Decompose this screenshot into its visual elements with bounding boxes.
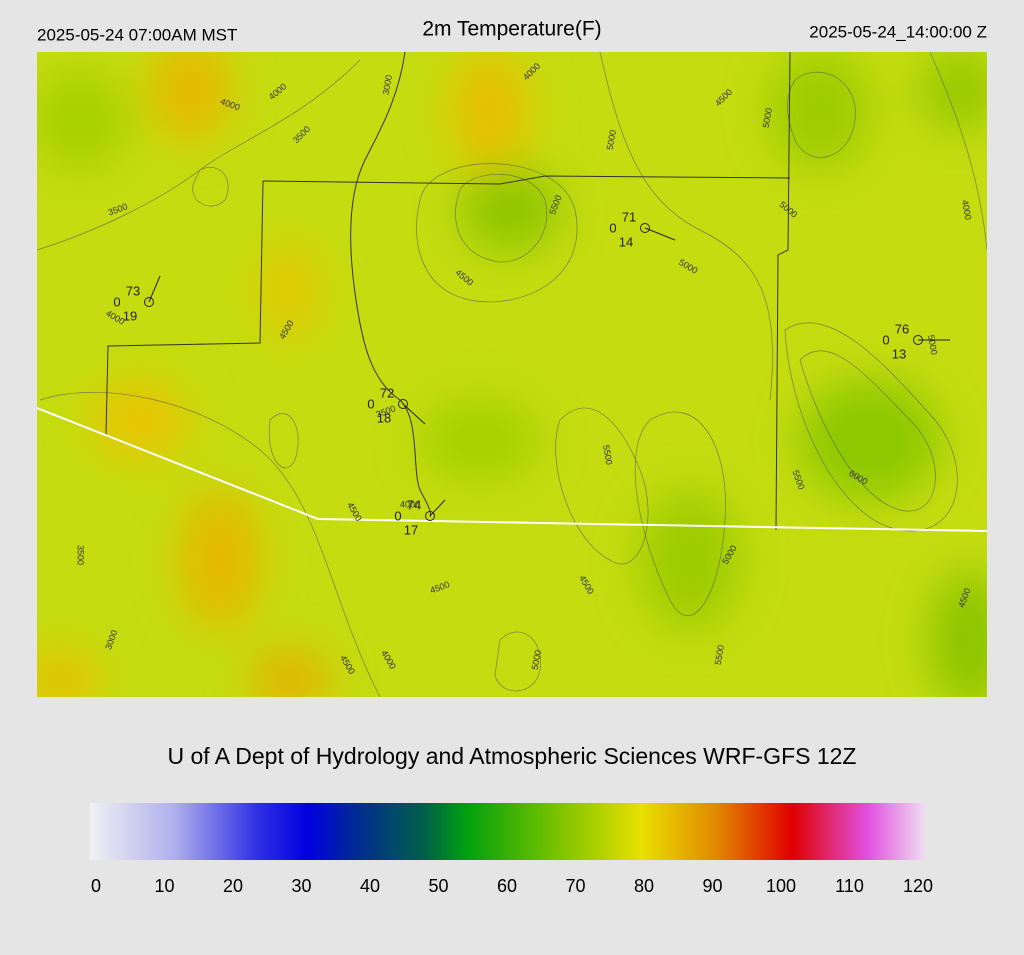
wind-barb	[429, 499, 446, 517]
contour-label: 3500	[76, 545, 86, 565]
colorbar-tick-label: 80	[634, 876, 654, 896]
station-dew: 18	[377, 410, 391, 425]
station-dew: 13	[892, 346, 906, 361]
wind-barb	[644, 227, 676, 241]
colorbar-tick-label: 40	[360, 876, 380, 896]
station-dew: 17	[404, 522, 418, 537]
station-temp: 71	[622, 209, 636, 224]
colorbar-tick-label: 30	[291, 876, 311, 896]
map-title: 2m Temperature(F)	[422, 18, 601, 41]
colorbar-tick-label: 110	[835, 876, 864, 896]
colorbar-tick-label: 90	[702, 876, 722, 896]
contour-label: 5500	[601, 444, 614, 465]
state-borders	[105, 52, 791, 531]
station	[425, 511, 435, 521]
header-right: 2025-05-24_14:00:00 Z	[809, 22, 987, 41]
contour-label: 5000	[605, 129, 618, 150]
colorbar-tick-label: 120	[903, 876, 933, 896]
contour-label: 4000	[960, 199, 973, 220]
contour-label: 4000	[400, 499, 420, 509]
station-zero: 0	[394, 508, 401, 523]
contour-label: 3000	[381, 74, 394, 95]
station-temp: 72	[380, 385, 394, 400]
station-zero: 0	[113, 294, 120, 309]
station	[640, 223, 650, 233]
colorbar-tick-label: 50	[428, 876, 448, 896]
contours	[37, 52, 987, 697]
colorbar-tick-label: 60	[497, 876, 517, 896]
border-line	[37, 407, 987, 532]
colorbar-tick-label: 10	[154, 876, 174, 896]
station	[144, 297, 154, 307]
station-temp: 73	[126, 283, 140, 298]
colorbar	[90, 803, 926, 860]
contour-label: 5500	[713, 644, 726, 665]
station-dew: 14	[619, 234, 633, 249]
station-dew: 19	[123, 308, 137, 323]
station-zero: 0	[367, 396, 374, 411]
colorbar-tick-label: 100	[766, 876, 796, 896]
station	[398, 399, 408, 409]
station-zero: 0	[609, 220, 616, 235]
colorbar-tick-label: 70	[565, 876, 585, 896]
map	[37, 52, 987, 697]
header-left: 2025-05-24 07:00AM MST	[37, 25, 237, 44]
contour-label: 5000	[761, 107, 774, 128]
station-temp: 74	[407, 497, 421, 512]
station	[913, 335, 923, 345]
station-temp: 76	[895, 321, 909, 336]
credit: U of A Dept of Hydrology and Atmospheric…	[167, 743, 856, 769]
colorbar-tick-label: 0	[91, 876, 101, 896]
contour-label: 5000	[530, 649, 543, 670]
colorbar-tick-label: 20	[223, 876, 243, 896]
station-zero: 0	[882, 332, 889, 347]
